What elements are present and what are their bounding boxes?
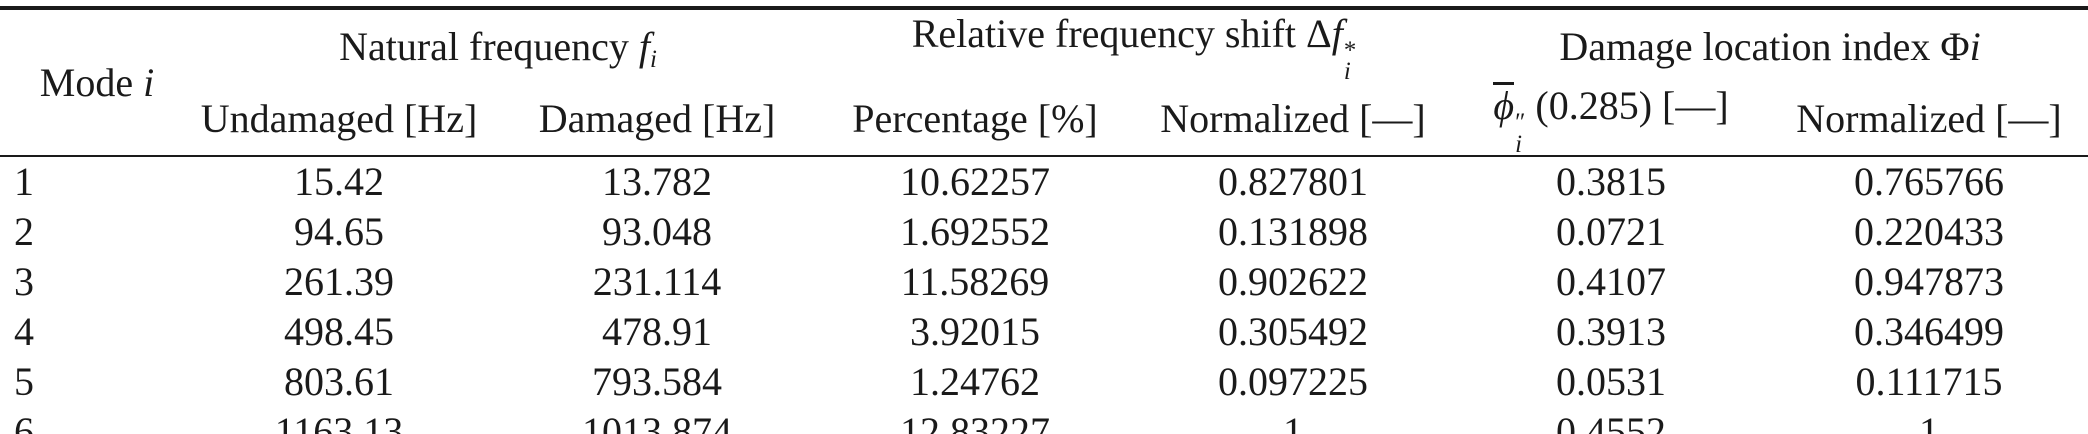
damage-index-label: Damage location index <box>1559 23 1941 69</box>
f-star-i-script: * i <box>1343 37 1357 86</box>
cell-undamaged: 261.39 <box>284 259 394 305</box>
cell-normalized-phi: 0.220433 <box>1854 209 2005 255</box>
cell-mode: 4 <box>14 309 34 355</box>
cell-percentage: 1.692552 <box>900 209 1051 255</box>
cell-normalized-phi: 0.111715 <box>1855 359 2003 405</box>
mode-variable: i <box>143 59 155 105</box>
frequency-shift-label: Relative frequency shift <box>911 11 1307 56</box>
f-subscript: i <box>650 45 657 73</box>
cell-undamaged: 94.65 <box>294 209 384 255</box>
cell-undamaged: 1163.13 <box>274 409 404 434</box>
frequency-damage-table: Mode i Natural frequency fi Relative fre… <box>0 6 2088 434</box>
table-row-mode-6: 6 1163.13 1013.874 12.83227 1 0.4552 1 <box>0 407 2088 434</box>
group-header-relative-frequency-shift: Relative frequency shift Δf * i <box>816 8 1452 86</box>
cell-mode: 3 <box>14 259 34 305</box>
column-header-normalized-shift: Normalized [—] <box>1134 82 1453 157</box>
cell-phi: 0.4107 <box>1556 259 1667 305</box>
f-symbol: f <box>1331 11 1343 56</box>
cell-normalized-shift: 0.827801 <box>1218 159 1369 205</box>
cell-damaged: 231.114 <box>592 259 722 305</box>
phi-header-rest: (0.285) [—] <box>1525 83 1729 129</box>
cell-damaged: 1013.874 <box>582 409 732 434</box>
cell-phi: 0.0721 <box>1556 209 1667 255</box>
cell-phi: 0.0531 <box>1556 359 1667 405</box>
cell-percentage: 1.24762 <box>910 359 1041 405</box>
cell-percentage: 3.92015 <box>910 309 1041 355</box>
table-body: 1 15.42 13.782 10.62257 0.827801 0.3815 … <box>0 156 2088 434</box>
column-header-damaged: Damaged [Hz] <box>498 82 817 157</box>
cell-normalized-shift: 0.305492 <box>1218 309 1369 355</box>
header-sub-row: Undamaged [Hz] Damaged [Hz] Percentage [… <box>0 82 2088 158</box>
cell-phi: 0.3913 <box>1556 309 1667 355</box>
cell-mode: 5 <box>14 359 34 405</box>
column-header-phi-curvature: ϕ ″ i (0.285) [—] <box>1452 82 1771 158</box>
group-header-natural-frequency: Natural frequency fi <box>180 8 816 82</box>
table-row-mode-5: 5 803.61 793.584 1.24762 0.097225 0.0531… <box>0 357 2088 407</box>
column-header-normalized-damage: Normalized [—] <box>1770 82 2088 157</box>
phi-overline-symbol: ϕ <box>1493 82 1515 129</box>
cell-undamaged: 15.42 <box>294 159 384 205</box>
column-header-undamaged: Undamaged [Hz] <box>180 82 498 157</box>
cell-undamaged: 498.45 <box>284 309 394 355</box>
cell-percentage: 11.58269 <box>900 259 1050 305</box>
header-group-row: Mode i Natural frequency fi Relative fre… <box>0 8 2088 157</box>
cell-normalized-phi: 0.346499 <box>1854 309 2005 355</box>
column-header-percentage: Percentage [%] <box>816 82 1135 157</box>
column-header-mode: Mode i <box>0 8 180 157</box>
cell-normalized-phi: 0.947873 <box>1854 259 2005 305</box>
cell-percentage: 12.83227 <box>900 409 1051 434</box>
cell-phi: 0.3815 <box>1556 159 1667 205</box>
cell-mode: 6 <box>14 409 34 434</box>
cell-mode: 2 <box>14 209 34 255</box>
cell-mode: 1 <box>14 159 34 205</box>
phi-capital-symbol: Φ <box>1940 23 1970 69</box>
table-row-mode-1: 1 15.42 13.782 10.62257 0.827801 0.3815 … <box>0 156 2088 207</box>
group-header-damage-location-index: Damage location index Φi <box>1452 8 2088 82</box>
mode-label: Mode <box>39 59 144 105</box>
phi-script: ″ i <box>1515 109 1526 158</box>
cell-normalized-shift: 1 <box>1283 409 1304 434</box>
cell-percentage: 10.62257 <box>900 159 1051 205</box>
double-prime-superscript: ″ <box>1515 109 1526 137</box>
natural-frequency-label: Natural frequency <box>339 23 639 69</box>
table-row-mode-3: 3 261.39 231.114 11.58269 0.902622 0.410… <box>0 257 2088 307</box>
cell-damaged: 13.782 <box>602 159 712 205</box>
i-variable: i <box>1969 23 1981 69</box>
cell-normalized-shift: 0.097225 <box>1218 359 1369 405</box>
f-symbol: f <box>638 23 651 69</box>
cell-damaged: 93.048 <box>602 209 712 255</box>
cell-normalized-phi: 0.765766 <box>1854 159 2005 205</box>
i-subscript: i <box>1515 130 1522 158</box>
cell-normalized-shift: 0.902622 <box>1218 259 1369 305</box>
cell-damaged: 793.584 <box>592 359 722 405</box>
delta-symbol: Δ <box>1306 11 1332 56</box>
i-subscript: i <box>1343 58 1351 86</box>
table-row-mode-2: 2 94.65 93.048 1.692552 0.131898 0.0721 … <box>0 207 2088 257</box>
cell-undamaged: 803.61 <box>284 359 394 405</box>
cell-phi: 0.4552 <box>1556 409 1667 434</box>
star-superscript: * <box>1343 37 1357 65</box>
cell-damaged: 478.91 <box>602 309 712 355</box>
table-header: Mode i Natural frequency fi Relative fre… <box>0 8 2088 158</box>
cell-normalized-shift: 0.131898 <box>1218 209 1369 255</box>
cell-normalized-phi: 1 <box>1919 409 1940 434</box>
table-row-mode-4: 4 498.45 478.91 3.92015 0.305492 0.3913 … <box>0 307 2088 357</box>
